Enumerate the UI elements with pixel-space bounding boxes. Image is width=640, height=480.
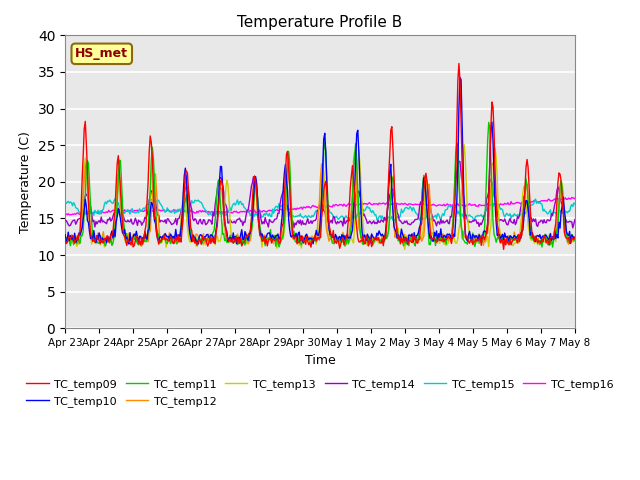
Line: TC_temp15: TC_temp15 <box>65 199 575 221</box>
TC_temp11 <box>276 240 284 246</box>
TC_temp11 <box>346 230 354 236</box>
TC_temp12 <box>526 222 534 228</box>
TC_temp15 <box>221 210 228 216</box>
TC_temp16 <box>372 201 380 207</box>
TC_temp10 <box>437 226 445 232</box>
TC_temp16 <box>277 206 285 212</box>
TC_temp14 <box>571 216 579 222</box>
TC_temp14 <box>220 189 227 194</box>
Line: TC_temp12: TC_temp12 <box>65 148 575 245</box>
Legend: TC_temp09, TC_temp10, TC_temp11, TC_temp12, TC_temp13, TC_temp14, TC_temp15, TC_: TC_temp09, TC_temp10, TC_temp11, TC_temp… <box>22 375 618 411</box>
TC_temp16 <box>61 211 69 217</box>
TC_temp16 <box>571 196 579 202</box>
TC_temp12 <box>61 241 69 247</box>
TC_temp11 <box>436 237 444 242</box>
TC_temp16 <box>221 209 228 215</box>
TC_temp09 <box>346 184 354 190</box>
TC_temp13 <box>371 239 379 245</box>
TC_temp14 <box>371 221 379 227</box>
TC_temp09 <box>571 234 579 240</box>
TC_temp15 <box>348 214 355 220</box>
TC_temp10 <box>277 223 285 228</box>
TC_temp10 <box>61 232 69 238</box>
Text: HS_met: HS_met <box>76 48 128 60</box>
TC_temp13 <box>401 246 408 252</box>
TC_temp12 <box>436 235 444 241</box>
TC_temp11 <box>371 236 379 241</box>
TC_temp09 <box>455 60 463 66</box>
TC_temp12 <box>371 236 379 241</box>
TC_temp11 <box>548 244 556 250</box>
TC_temp10 <box>372 235 380 240</box>
Line: TC_temp10: TC_temp10 <box>65 78 575 244</box>
TC_temp14 <box>569 225 577 231</box>
TC_temp11 <box>485 120 493 125</box>
TC_temp15 <box>277 204 285 209</box>
Line: TC_temp09: TC_temp09 <box>65 63 575 249</box>
TC_temp13 <box>571 237 579 242</box>
TC_temp10 <box>125 241 132 247</box>
X-axis label: Time: Time <box>305 354 335 367</box>
TC_temp09 <box>61 236 69 242</box>
TC_temp15 <box>372 212 380 217</box>
TC_temp13 <box>526 235 534 241</box>
Line: TC_temp13: TC_temp13 <box>65 145 575 249</box>
Line: TC_temp14: TC_temp14 <box>65 161 575 228</box>
TC_temp15 <box>111 196 119 202</box>
Title: Temperature Profile B: Temperature Profile B <box>237 15 403 30</box>
TC_temp09 <box>526 205 534 211</box>
TC_temp10 <box>526 232 534 238</box>
Y-axis label: Temperature (C): Temperature (C) <box>19 131 32 233</box>
TC_temp12 <box>571 235 579 241</box>
TC_temp13 <box>61 237 69 243</box>
TC_temp11 <box>220 230 227 236</box>
TC_temp14 <box>346 216 354 221</box>
TC_temp11 <box>571 235 579 240</box>
Line: TC_temp11: TC_temp11 <box>65 122 575 247</box>
TC_temp13 <box>276 237 284 243</box>
TC_temp13 <box>460 142 468 148</box>
TC_temp14 <box>455 158 463 164</box>
TC_temp15 <box>438 213 445 218</box>
TC_temp15 <box>526 203 534 209</box>
TC_temp13 <box>346 236 354 241</box>
TC_temp14 <box>61 217 69 223</box>
TC_temp10 <box>221 219 228 225</box>
TC_temp12 <box>220 213 227 218</box>
TC_temp12 <box>453 145 461 151</box>
TC_temp14 <box>525 210 533 216</box>
TC_temp16 <box>348 203 355 208</box>
TC_temp12 <box>479 242 487 248</box>
TC_temp11 <box>525 212 533 218</box>
TC_temp10 <box>456 75 464 81</box>
TC_temp14 <box>436 221 444 227</box>
TC_temp14 <box>276 201 284 207</box>
TC_temp09 <box>276 240 284 246</box>
TC_temp16 <box>568 194 575 200</box>
TC_temp15 <box>61 198 69 204</box>
TC_temp12 <box>346 222 354 228</box>
TC_temp10 <box>571 234 579 240</box>
TC_temp16 <box>437 202 445 208</box>
TC_temp09 <box>371 235 379 241</box>
TC_temp09 <box>436 238 444 243</box>
TC_temp16 <box>67 212 74 217</box>
TC_temp16 <box>525 200 533 206</box>
TC_temp09 <box>220 205 227 211</box>
Line: TC_temp16: TC_temp16 <box>65 197 575 215</box>
TC_temp15 <box>383 218 390 224</box>
TC_temp15 <box>571 201 579 207</box>
TC_temp09 <box>500 246 508 252</box>
TC_temp13 <box>437 234 445 240</box>
TC_temp13 <box>220 219 227 225</box>
TC_temp11 <box>61 240 69 246</box>
TC_temp12 <box>276 237 284 243</box>
TC_temp10 <box>348 231 355 237</box>
